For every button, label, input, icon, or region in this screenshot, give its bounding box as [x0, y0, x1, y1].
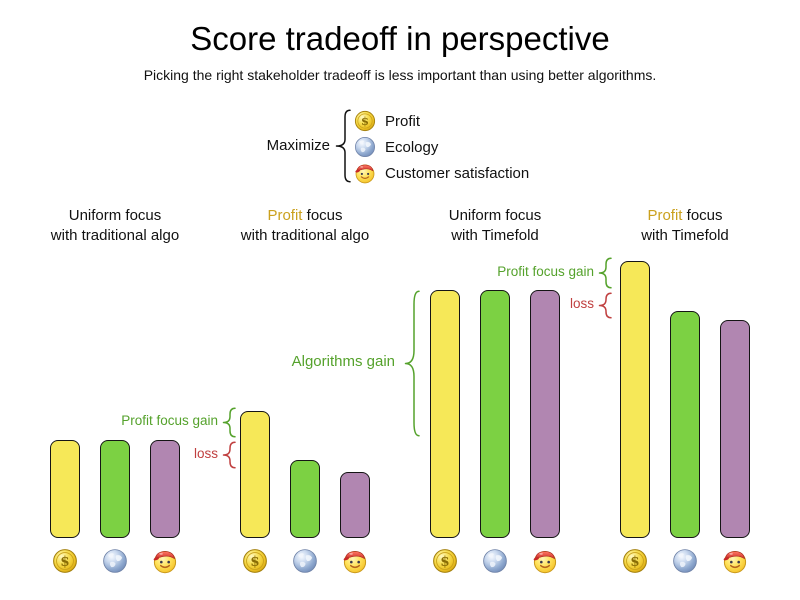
bar-axis-icon: $: [432, 548, 458, 574]
highlighted-word: Profit: [267, 207, 303, 224]
globe-icon: [293, 549, 317, 573]
legend-brace: [335, 109, 351, 183]
annotation-brace-loss: [222, 441, 236, 469]
chart-subtitle: Picking the right stakeholder tradeoff i…: [143, 67, 657, 83]
legend-maximize-label: Maximize: [266, 137, 330, 154]
annotation-label-gain: Profit focus gain: [121, 413, 218, 429]
annotation-label-loss: loss: [569, 296, 594, 312]
group-label-line2: with Timefold: [641, 227, 729, 244]
legend-item-label: Ecology: [385, 138, 439, 156]
bar-axis-icon: [292, 548, 318, 574]
brace-path: [335, 109, 351, 183]
chart-title: Score tradeoff in perspective: [190, 20, 610, 57]
brace-path: [598, 257, 612, 289]
coin-icon: $: [243, 549, 267, 573]
bar-profit: [240, 411, 270, 538]
legend-item: Customer satisfaction: [354, 160, 529, 186]
bar-axis-icon: [532, 548, 558, 574]
svg-text:$: $: [250, 554, 259, 570]
bar-axis-icon: [152, 548, 178, 574]
bar-axis-icon: [342, 548, 368, 574]
group-label: Uniform focus with Timefold: [385, 206, 605, 246]
bar-ecology: [480, 290, 510, 538]
annotation-label-gain: Profit focus gain: [497, 263, 594, 279]
group-label-line1: Uniform focus: [448, 207, 542, 224]
bar-axis-icon: [722, 548, 748, 574]
brace-path: [222, 407, 236, 438]
globe-icon: [483, 549, 507, 573]
group-label-line2: with Timefold: [451, 227, 539, 244]
bar-profit: [50, 440, 80, 538]
brace-path: [404, 290, 420, 437]
bar-profit: [430, 290, 460, 538]
highlighted-word: Profit: [647, 207, 683, 224]
group-label-line1: Uniform focus: [68, 207, 162, 224]
bar-axis-icon: [482, 548, 508, 574]
legend-item: Ecology: [354, 134, 529, 160]
bar-axis-icon: [672, 548, 698, 574]
bar-axis-icon: $: [242, 548, 268, 574]
annotation-brace-gain: [222, 407, 236, 438]
annotation-brace-loss: [598, 292, 612, 319]
smiley-icon: [533, 550, 557, 574]
globe-icon: [673, 549, 697, 573]
group-label-line2: with traditional algo: [240, 227, 370, 244]
bar-profit: [620, 261, 650, 538]
group-label-line1: Profit focus: [267, 207, 343, 224]
bar-axis-icon: [102, 548, 128, 574]
group-label: Profit focus with Timefold: [575, 206, 795, 246]
bar-ecology: [290, 460, 320, 538]
smiley-icon: [343, 550, 367, 574]
bar-axis-icon: $: [52, 548, 78, 574]
bar-ecology: [100, 440, 130, 538]
bar-ecology: [670, 311, 700, 538]
legend-item-label: Profit: [385, 112, 421, 130]
bar-customer-satisfaction: [530, 290, 560, 538]
bar-customer-satisfaction: [720, 320, 750, 538]
group-label-line2: with traditional algo: [50, 227, 180, 244]
group-label: Uniform focus with traditional algo: [5, 206, 225, 246]
globe-icon: [103, 549, 127, 573]
smiley-icon: [355, 164, 375, 184]
coin-icon: $: [354, 110, 376, 132]
annotation-brace-gain: [404, 290, 420, 437]
bar-customer-satisfaction: [340, 472, 370, 538]
coin-icon: $: [53, 549, 77, 573]
brace-path: [598, 292, 612, 319]
globe-icon: [355, 137, 375, 157]
annotation-brace-gain: [598, 257, 612, 289]
group-label: Profit focus with traditional algo: [195, 206, 415, 246]
svg-text:$: $: [630, 554, 639, 570]
coin-icon: $: [623, 549, 647, 573]
svg-text:$: $: [440, 554, 449, 570]
svg-text:$: $: [361, 114, 369, 128]
annotation-label-loss: loss: [193, 445, 218, 461]
smiley-icon: [723, 550, 747, 574]
legend-item: $ Profit: [354, 108, 529, 134]
brace-path: [222, 441, 236, 469]
group-label-line1: Profit focus: [647, 207, 723, 224]
legend-item-label: Customer satisfaction: [385, 164, 530, 182]
svg-text:$: $: [60, 554, 69, 570]
coin-icon: $: [433, 549, 457, 573]
annotation-label-gain: Algorithms gain: [291, 353, 395, 371]
bar-customer-satisfaction: [150, 440, 180, 538]
smiley-icon: [153, 550, 177, 574]
legend-items: $ Profit Ecology Customer satisfaction: [354, 108, 529, 186]
bar-axis-icon: $: [622, 548, 648, 574]
